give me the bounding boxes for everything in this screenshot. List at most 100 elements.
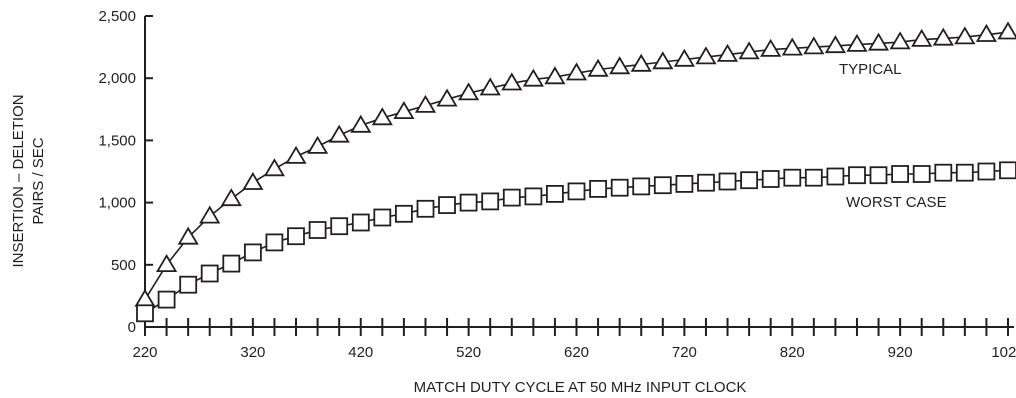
data-point-worst-case (243, 243, 262, 262)
x-tick-label: 520 (456, 344, 481, 361)
data-point-typical (997, 21, 1016, 40)
data-point-worst-case (848, 166, 866, 185)
data-point-typical (954, 26, 976, 45)
data-point-typical (803, 36, 825, 55)
data-point-worst-case (394, 204, 413, 223)
data-point-typical (716, 43, 739, 62)
data-point-typical (220, 188, 242, 207)
data-point-typical (565, 62, 588, 81)
data-point-worst-case (502, 188, 521, 207)
data-point-typical (738, 41, 760, 60)
data-point-typical (824, 35, 846, 54)
data-point-typical (501, 72, 523, 91)
x-tick-label: 620 (564, 344, 589, 361)
data-point-worst-case (934, 163, 953, 182)
data-point-worst-case (783, 168, 802, 187)
data-point-worst-case (912, 165, 931, 183)
data-point-typical (479, 77, 501, 96)
data-point-typical (522, 68, 544, 87)
data-point-worst-case (179, 275, 198, 294)
x-tick-label: 420 (348, 344, 373, 361)
data-point-worst-case (675, 174, 694, 193)
data-point-typical (781, 37, 803, 56)
data-point-typical (285, 145, 307, 164)
x-tick-label: 320 (240, 344, 265, 361)
data-point-typical (889, 31, 911, 50)
x-tick-label: 1020 (991, 344, 1016, 361)
series-label-worst-case: WORST CASE (846, 194, 947, 211)
data-point-typical (760, 38, 782, 57)
data-point-typical (307, 135, 329, 154)
data-point-typical (328, 124, 350, 143)
data-point-typical (609, 56, 631, 75)
data-point-worst-case (200, 264, 219, 283)
data-point-typical (695, 46, 717, 65)
data-point-worst-case (955, 163, 974, 182)
data-point-worst-case (589, 179, 607, 198)
data-point-typical (199, 205, 221, 224)
data-point-worst-case (891, 165, 909, 183)
data-point-worst-case (826, 167, 845, 186)
data-point-worst-case (287, 227, 305, 246)
data-point-typical (867, 32, 890, 51)
data-point-worst-case (610, 178, 629, 197)
data-point-typical (587, 58, 609, 77)
data-point-typical (846, 33, 868, 52)
x-tick-label: 720 (672, 344, 697, 361)
data-point-worst-case (697, 173, 715, 192)
data-point-worst-case (438, 196, 456, 215)
ticks: 0 500 1,000 1,500 2,000 2,500 220 320 420 520 620 7… (98, 8, 1016, 361)
data-point-worst-case (567, 182, 586, 201)
data-point-worst-case (330, 217, 349, 236)
data-point-typical (544, 66, 566, 85)
data-point-worst-case (740, 171, 758, 190)
data-point-worst-case (977, 162, 996, 181)
data-point-typical (371, 107, 393, 126)
data-point-worst-case (999, 161, 1016, 180)
data-point-typical (975, 23, 997, 42)
data-point-worst-case (761, 170, 780, 188)
data-point-worst-case (718, 172, 737, 191)
y-axis-title-line-1: INSERTION – DELETION (10, 94, 27, 267)
data-point-worst-case (308, 221, 327, 239)
data-point-typical (134, 288, 156, 307)
data-point-worst-case (265, 233, 284, 252)
data-point-typical (932, 27, 954, 46)
x-tick-label: 820 (780, 344, 805, 361)
data-point-worst-case (546, 184, 564, 203)
y-tick-label: 2,000 (98, 70, 136, 87)
x-tick-label: 920 (888, 344, 913, 361)
data-point-typical (630, 53, 652, 72)
x-tick-label: 220 (132, 344, 157, 361)
data-point-worst-case (416, 199, 435, 218)
data-point-worst-case (222, 254, 241, 273)
y-tick-label: 500 (111, 257, 136, 274)
y-axis-title-line-2: PAIRS / SEC (30, 137, 47, 224)
y-tick-label: 2,500 (98, 8, 136, 25)
data-point-worst-case (524, 187, 543, 206)
data-point-typical (350, 114, 372, 133)
data-point-typical (458, 82, 480, 101)
data-point-worst-case (136, 304, 154, 323)
data-point-typical (673, 48, 695, 67)
data-point-typical (393, 101, 415, 119)
data-point-typical (177, 226, 199, 245)
data-point-worst-case (157, 290, 176, 309)
data-point-worst-case (632, 177, 651, 196)
data-point-worst-case (804, 168, 823, 187)
data-point-worst-case (869, 166, 888, 185)
data-point-typical (436, 88, 458, 107)
x-axis-title: MATCH DUTY CYCLE AT 50 MHz INPUT CLOCK (414, 379, 747, 396)
data-point-worst-case (351, 213, 370, 232)
data-point-worst-case (373, 208, 392, 227)
data-point-typical (263, 158, 285, 177)
data-point-worst-case (481, 192, 500, 211)
y-tick-label: 0 (128, 319, 136, 336)
axes (144, 16, 1014, 328)
series-label-typical: TYPICAL (839, 61, 902, 78)
data-point-typical (414, 94, 437, 113)
data-point-worst-case (653, 176, 672, 195)
series-layer (134, 21, 1016, 323)
data-point-typical (156, 254, 178, 273)
